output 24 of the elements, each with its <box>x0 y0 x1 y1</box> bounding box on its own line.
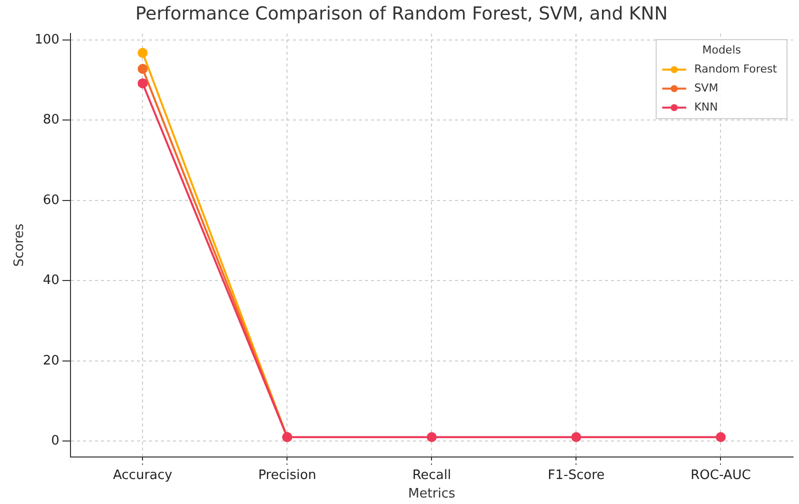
point <box>138 48 148 58</box>
y-tick-label: 60 <box>42 192 60 208</box>
point <box>138 64 148 74</box>
y-tick-label: 40 <box>42 273 60 288</box>
y-tick-label: 0 <box>51 434 60 449</box>
y-axis-title: Scores <box>12 223 28 267</box>
chart-title: Performance Comparison of Random Forest, SVM, and KNN <box>135 3 668 24</box>
legend-label: Random Forest <box>694 62 778 76</box>
x-tick-label: Recall <box>412 468 452 483</box>
x-tick-label: Precision <box>258 468 316 483</box>
y-tick-label: 100 <box>34 32 60 48</box>
x-tick-label: ROC-AUC <box>690 468 751 483</box>
point <box>138 78 148 88</box>
y-tick-label: 80 <box>42 112 60 128</box>
x-tick-label: F1-Score <box>548 468 605 483</box>
point <box>426 432 437 442</box>
point <box>571 432 582 442</box>
x-tick-label: Accuracy <box>112 468 173 483</box>
point <box>716 432 726 442</box>
legend-label: KNN <box>694 100 718 114</box>
y-tick-label: 20 <box>42 353 60 368</box>
legend-title: Models <box>702 43 742 56</box>
legend-label: SVM <box>694 81 718 94</box>
x-axis-title: Metrics <box>408 486 456 502</box>
